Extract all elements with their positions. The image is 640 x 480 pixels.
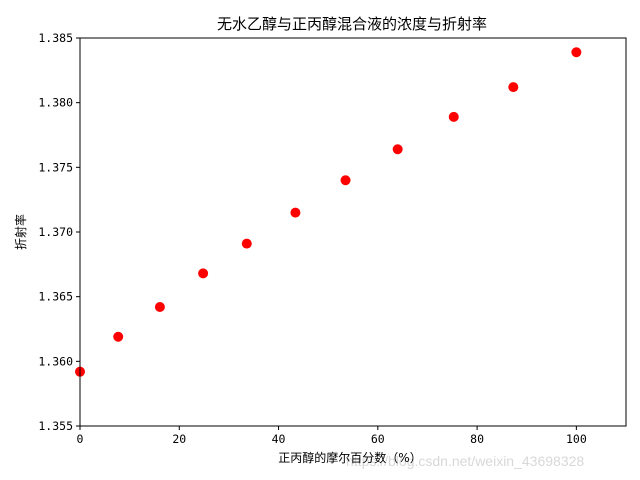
y-tick-label: 1.360 xyxy=(38,354,73,368)
axis-ticks: 0 20 40 60 80 100 1.355 1.360 1.365 1.370 1.375 1.3… xyxy=(38,31,586,446)
x-tick-label: 100 xyxy=(566,432,587,446)
data-point xyxy=(508,82,519,93)
data-point xyxy=(290,207,301,218)
y-tick-label: 1.380 xyxy=(38,96,73,110)
x-tick-label: 0 xyxy=(77,432,84,446)
chart-title: 无水乙醇与正丙醇混合液的浓度与折射率 xyxy=(217,15,487,33)
x-tick-label: 40 xyxy=(272,432,286,446)
data-point xyxy=(340,175,351,186)
x-tick-label: 60 xyxy=(371,432,385,446)
data-point xyxy=(154,302,165,313)
data-point xyxy=(571,47,582,58)
watermark-text: https://blog.csdn.net/weixin_43698328 xyxy=(346,453,584,469)
data-point xyxy=(448,111,459,122)
y-tick-label: 1.355 xyxy=(38,419,73,433)
data-point xyxy=(241,238,252,249)
x-tick-label: 20 xyxy=(172,432,186,446)
y-tick-label: 1.375 xyxy=(38,160,73,174)
data-points xyxy=(75,47,582,377)
data-point xyxy=(198,268,209,279)
data-point xyxy=(392,144,403,155)
y-tick-label: 1.365 xyxy=(38,290,73,304)
y-axis-label: 折射率 xyxy=(13,214,28,250)
x-axis-label: 正丙醇的摩尔百分数（%） xyxy=(278,450,421,465)
data-point xyxy=(113,331,124,342)
plot-frame xyxy=(79,37,627,427)
y-tick-label: 1.370 xyxy=(38,225,73,239)
x-tick-label: 80 xyxy=(470,432,484,446)
y-tick-label: 1.385 xyxy=(38,31,73,45)
